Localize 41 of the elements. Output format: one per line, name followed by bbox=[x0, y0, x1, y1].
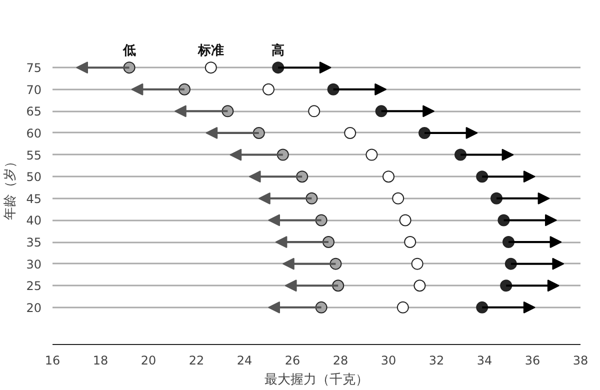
point bbox=[404, 236, 416, 248]
series-label: 高 bbox=[272, 42, 285, 59]
point bbox=[396, 301, 409, 314]
x-tick-label: 18 bbox=[92, 354, 108, 368]
y-tick-label: 45 bbox=[26, 192, 42, 206]
x-axis-title: 最大握力（千克） bbox=[264, 372, 368, 388]
x-tick-label: 28 bbox=[332, 354, 348, 368]
y-tick-label: 25 bbox=[26, 279, 42, 294]
point bbox=[204, 62, 217, 74]
x-tick-label: 26 bbox=[284, 354, 300, 368]
point bbox=[262, 83, 274, 96]
point bbox=[344, 126, 356, 139]
x-tick-label: 36 bbox=[524, 354, 540, 368]
y-tick-label: 50 bbox=[26, 170, 42, 184]
y-tick-label: 40 bbox=[26, 214, 42, 228]
x-tick-label: 32 bbox=[428, 354, 444, 368]
y-axis-title: 年龄（岁） bbox=[3, 155, 18, 220]
point bbox=[366, 148, 378, 161]
x-tick-label: 20 bbox=[140, 354, 156, 368]
y-tick-label: 65 bbox=[26, 104, 42, 119]
series-label: 标准 bbox=[196, 42, 224, 59]
point bbox=[382, 170, 394, 183]
x-tick-label: 22 bbox=[188, 354, 204, 368]
point bbox=[399, 214, 412, 226]
x-tick-label: 34 bbox=[476, 354, 492, 368]
x-tick-label: 16 bbox=[44, 354, 60, 368]
x-tick-label: 24 bbox=[236, 354, 252, 368]
series-label: 低 bbox=[122, 44, 136, 59]
y-tick-label: 30 bbox=[26, 257, 42, 272]
y-tick-label: 60 bbox=[26, 126, 42, 140]
point bbox=[308, 105, 320, 118]
x-tick-label: 38 bbox=[572, 354, 588, 368]
y-tick-label: 70 bbox=[26, 82, 42, 97]
y-tick-label: 20 bbox=[26, 300, 42, 315]
y-tick-label: 55 bbox=[26, 148, 42, 162]
point bbox=[392, 192, 404, 204]
y-tick-label: 35 bbox=[26, 236, 42, 250]
y-tick-label: 75 bbox=[26, 61, 42, 76]
x-tick-label: 30 bbox=[380, 354, 396, 368]
point bbox=[414, 280, 426, 292]
point bbox=[411, 258, 424, 270]
